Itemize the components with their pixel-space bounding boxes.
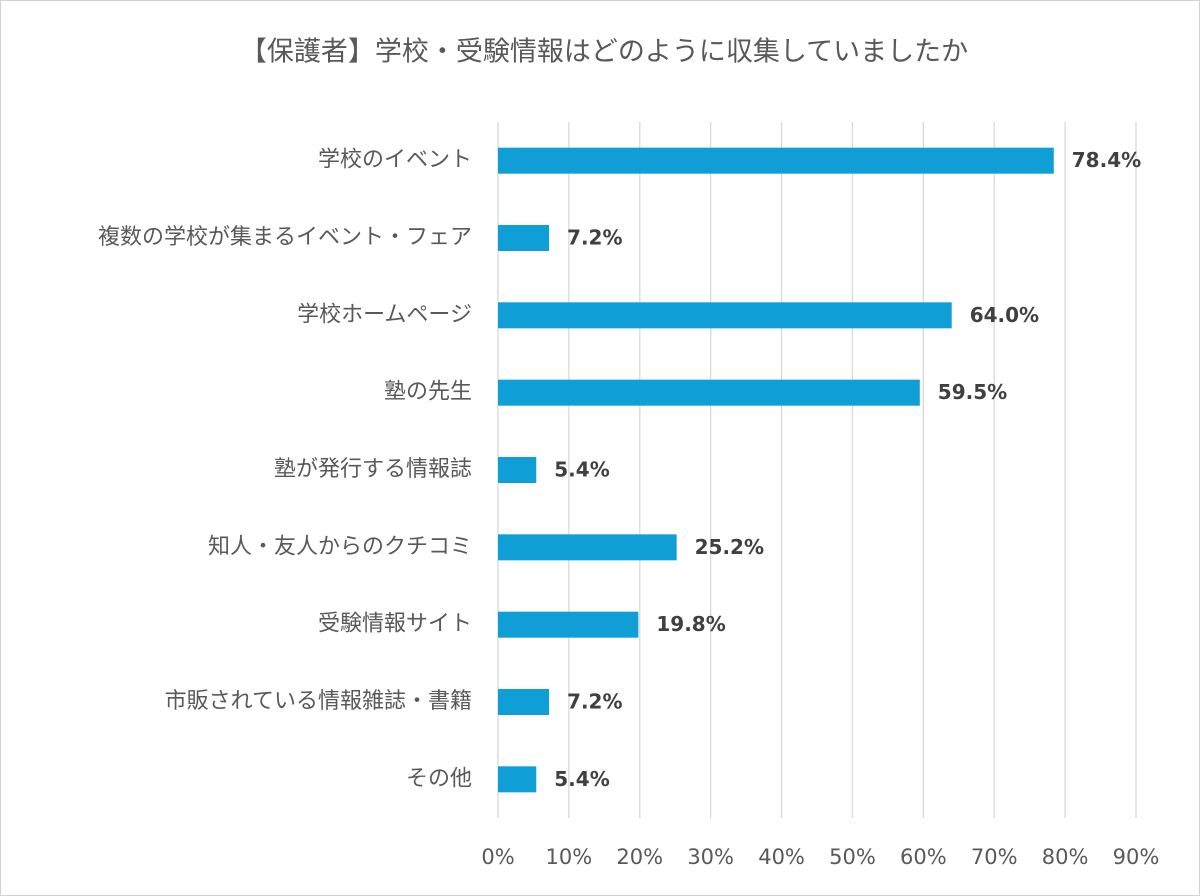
data-label: 7.2% bbox=[567, 226, 622, 250]
bar bbox=[498, 379, 920, 406]
y-tick-label: 受験情報サイト bbox=[318, 612, 472, 637]
data-label: 19.8% bbox=[656, 612, 725, 636]
data-label: 59.5% bbox=[938, 380, 1007, 404]
bar bbox=[498, 302, 952, 329]
x-tick-label: 90% bbox=[1113, 845, 1160, 869]
x-tick-label: 30% bbox=[687, 845, 734, 869]
data-label: 25.2% bbox=[695, 535, 764, 559]
y-tick-label: 塾の先生 bbox=[384, 380, 472, 405]
x-tick-label: 40% bbox=[758, 845, 805, 869]
bar bbox=[498, 457, 537, 483]
data-label: 78.4% bbox=[1072, 148, 1141, 172]
y-tick-label: その他 bbox=[406, 766, 472, 791]
data-label: 5.4% bbox=[554, 458, 609, 482]
y-tick-label: 学校のイベント bbox=[318, 148, 472, 173]
data-label: 7.2% bbox=[567, 690, 622, 714]
y-tick-label: 塾が発行する情報誌 bbox=[274, 457, 472, 482]
x-tick-label: 10% bbox=[546, 845, 593, 869]
bar bbox=[498, 534, 677, 561]
chart-title: 【保護者】学校・受験情報はどのように収集していましたか bbox=[240, 37, 968, 68]
x-tick-label: 0% bbox=[481, 845, 514, 869]
x-tick-label: 80% bbox=[1042, 845, 1089, 869]
data-label: 5.4% bbox=[554, 767, 609, 791]
x-tick-label: 70% bbox=[971, 845, 1018, 869]
x-tick-label: 20% bbox=[616, 845, 663, 869]
y-tick-label: 知人・友人からのクチコミ bbox=[208, 534, 472, 559]
y-tick-label: 学校ホームページ bbox=[297, 302, 472, 327]
bar bbox=[498, 147, 1054, 174]
bar bbox=[498, 225, 550, 251]
bar bbox=[498, 611, 639, 638]
x-tick-label: 60% bbox=[900, 845, 947, 869]
data-label: 64.0% bbox=[970, 303, 1039, 327]
x-tick-label: 50% bbox=[829, 845, 876, 869]
bar bbox=[498, 766, 537, 793]
bar bbox=[498, 689, 550, 715]
y-tick-label: 複数の学校が集まるイベント・フェア bbox=[98, 225, 472, 250]
y-tick-label: 市販されている情報雑誌・書籍 bbox=[165, 689, 472, 714]
